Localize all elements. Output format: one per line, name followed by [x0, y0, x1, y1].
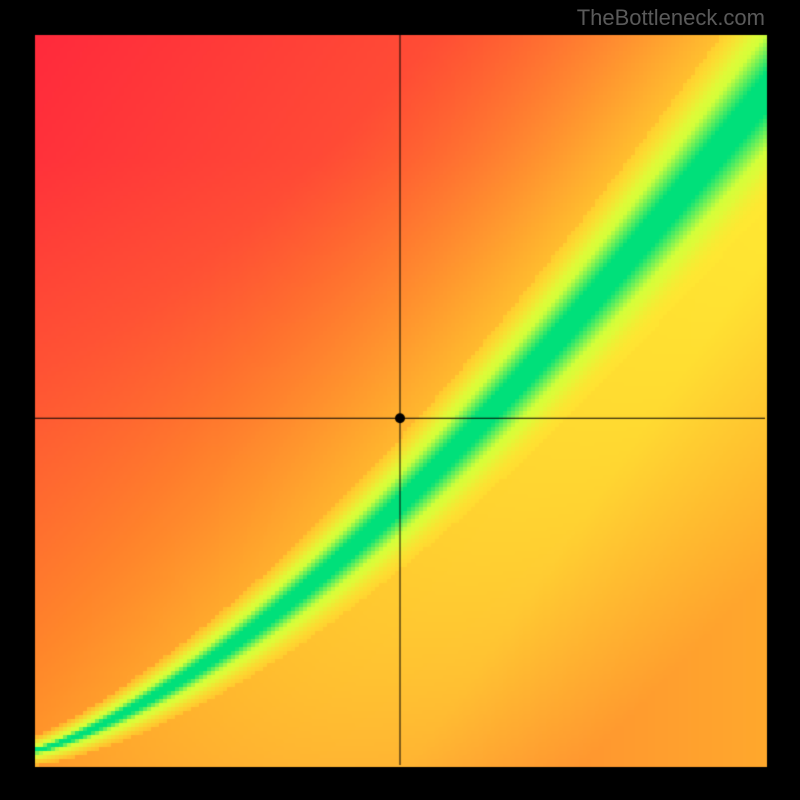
watermark-text: TheBottleneck.com — [577, 5, 765, 31]
heatmap-canvas — [0, 0, 800, 800]
bottleneck-heatmap: TheBottleneck.com — [0, 0, 800, 800]
